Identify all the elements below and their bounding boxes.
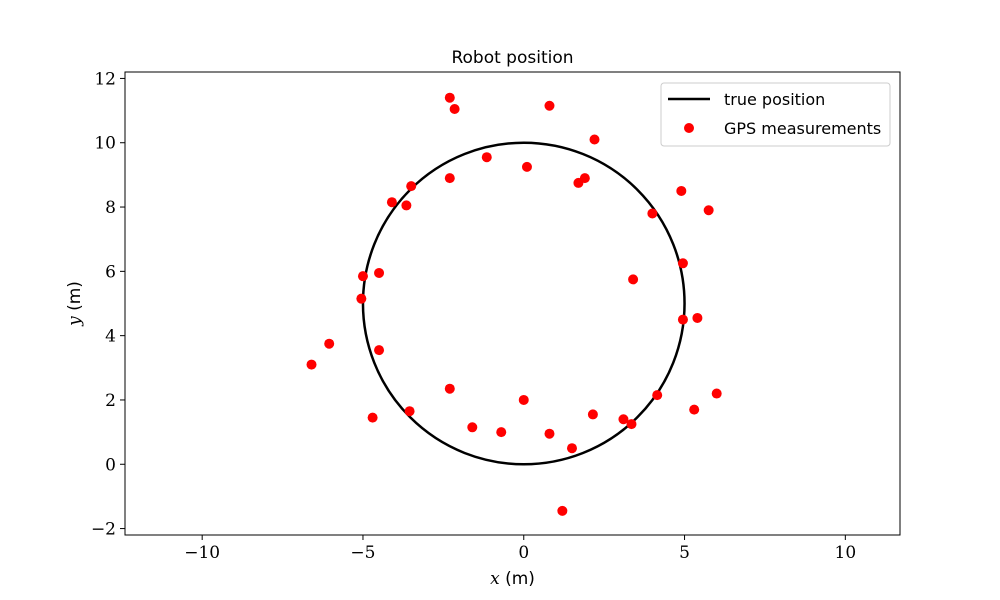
y-tick-label: 12 [94, 69, 116, 89]
gps-point-17 [628, 274, 639, 285]
gps-point-7 [444, 173, 455, 184]
plot-area [306, 92, 722, 516]
legend-gps-swatch [684, 123, 694, 133]
gps-point-1 [444, 92, 455, 103]
gps-point-3 [544, 100, 555, 111]
axes-frame [124, 71, 901, 536]
gps-point-15 [647, 208, 658, 219]
gps-point-37 [496, 427, 507, 438]
gps-point-27 [652, 390, 663, 401]
legend: true position GPS measurements [660, 82, 891, 147]
gps-point-4 [589, 134, 600, 145]
y-axis-label-var: y [65, 316, 85, 327]
gps-point-40 [557, 505, 568, 516]
legend-gps-label: GPS measurements [724, 119, 881, 138]
gps-point-34 [626, 419, 637, 430]
gps-point-11 [386, 197, 397, 208]
gps-point-29 [518, 394, 529, 405]
y-axis-label: y (m) [65, 281, 85, 327]
y-tick-label: 2 [105, 391, 116, 411]
gps-point-8 [406, 181, 417, 192]
chart-title: Robot position [451, 48, 573, 68]
gps-point-14 [703, 205, 714, 216]
gps-point-33 [618, 414, 629, 425]
x-axis-label-var: x [490, 569, 500, 589]
gps-point-21 [677, 314, 688, 325]
x-tick-label: 10 [835, 543, 857, 563]
gps-point-5 [481, 152, 492, 163]
gps-point-19 [374, 267, 385, 278]
x-axis-label-unit: (m) [500, 569, 535, 589]
gps-point-25 [374, 345, 385, 356]
x-tick-label: 0 [518, 543, 529, 563]
y-tick-label: 6 [105, 262, 116, 282]
y-axis-label-unit: (m) [65, 281, 85, 316]
gps-point-10 [579, 173, 590, 184]
gps-point-36 [467, 422, 478, 433]
y-tick-label: 4 [105, 327, 116, 347]
y-tick-label: 8 [105, 198, 116, 218]
gps-point-32 [367, 412, 378, 423]
gps-point-30 [587, 409, 598, 420]
gps-point-6 [521, 161, 532, 172]
y-tick-label: 10 [94, 134, 116, 154]
x-tick-label: −10 [184, 543, 220, 563]
gps-point-12 [401, 200, 412, 211]
gps-point-28 [711, 388, 722, 399]
x-axis-label: x (m) [490, 569, 535, 589]
gps-point-38 [544, 428, 555, 439]
gps-point-13 [676, 185, 687, 196]
gps-point-35 [689, 404, 700, 415]
gps-point-23 [324, 338, 335, 349]
y-tick-label: 0 [105, 455, 116, 475]
gps-point-22 [692, 312, 703, 323]
legend-box [660, 82, 891, 147]
gps-point-18 [357, 271, 368, 282]
y-tick-label: −2 [91, 520, 116, 540]
gps-point-39 [566, 443, 577, 454]
legend-true-position-label: true position [724, 90, 825, 109]
ticks: −10 −5 0 5 10 −2 0 2 4 6 8 10 12 [91, 69, 856, 563]
gps-point-24 [306, 359, 317, 370]
gps-point-20 [356, 293, 367, 304]
gps-point-16 [677, 258, 688, 269]
x-tick-label: 5 [679, 543, 690, 563]
x-tick-label: −5 [350, 543, 375, 563]
gps-point-26 [444, 383, 455, 394]
gps-point-31 [404, 406, 415, 417]
gps-point-2 [449, 103, 460, 114]
true-position-circle [361, 141, 686, 466]
